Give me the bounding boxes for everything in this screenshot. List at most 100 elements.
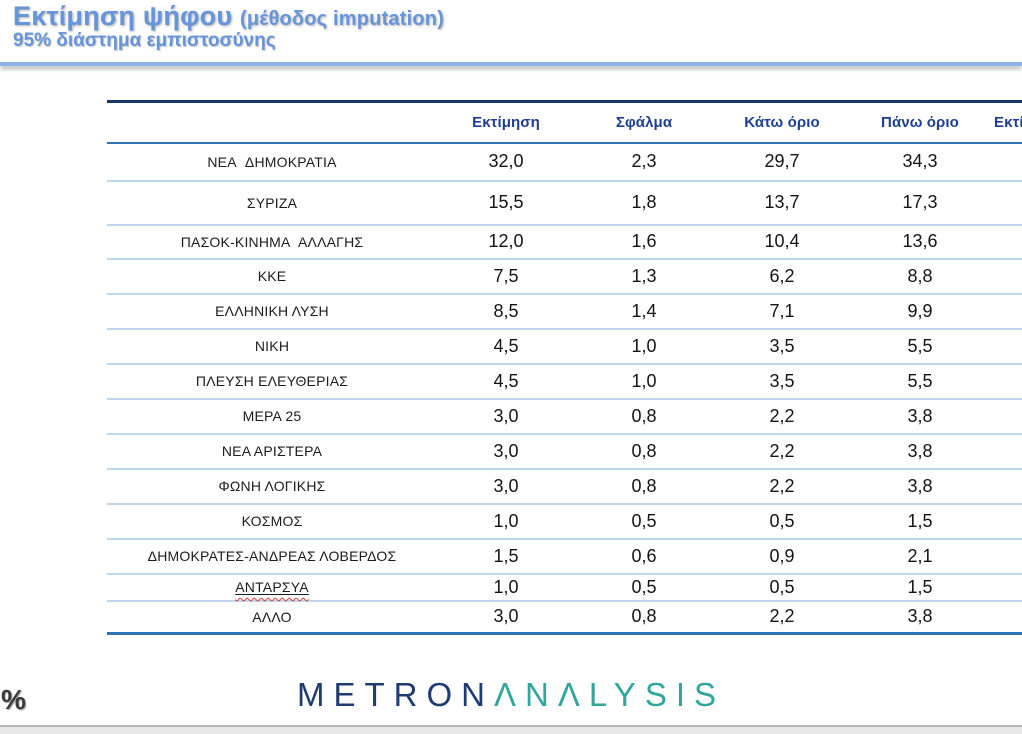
lower-bound-cell: 0,5 bbox=[713, 503, 851, 540]
party-name-cell: ΑΛΛΟ bbox=[107, 600, 437, 635]
upper-bound-cell: 8,8 bbox=[851, 258, 989, 295]
estimate-cell: 3,0 bbox=[437, 398, 575, 435]
estimate-cell: 3,0 bbox=[437, 433, 575, 470]
page-title-method: (μέθοδος imputation) bbox=[239, 8, 445, 30]
lower-bound-cell: 13,7 bbox=[713, 180, 851, 226]
page-title-main: Εκτίμηση ψήφου bbox=[13, 1, 233, 31]
party-name-cell: ΔΗΜΟΚΡΑΤΕΣ-ΑΝΔΡΕΑΣ ΛΟΒΕΡΔΟΣ bbox=[107, 538, 437, 575]
estimate-cell: 7,5 bbox=[437, 258, 575, 295]
table-row: ΠΑΣΟΚ-ΚΙΝΗΜΑ ΑΛΛΑΓΗΣ 12,0 1,6 10,4 13,6 bbox=[107, 224, 1022, 260]
clipped-cell bbox=[989, 573, 1022, 602]
lower-bound-cell: 6,2 bbox=[713, 258, 851, 295]
lower-bound-cell: 3,5 bbox=[713, 363, 851, 400]
table-row: ΚΚΕ 7,5 1,3 6,2 8,8 bbox=[107, 258, 1022, 295]
upper-bound-cell: 13,6 bbox=[851, 224, 989, 260]
error-cell: 0,5 bbox=[575, 503, 713, 540]
party-column-header bbox=[107, 101, 437, 144]
bottom-edge-bar bbox=[0, 725, 1022, 734]
estimate-cell: 12,0 bbox=[437, 224, 575, 260]
lower-bound-cell: 0,5 bbox=[713, 573, 851, 602]
estimate-cell: 3,0 bbox=[437, 468, 575, 505]
table-row: ΠΛΕΥΣΗ ΕΛΕΥΘΕΡΙΑΣ 4,5 1,0 3,5 5,5 bbox=[107, 363, 1022, 400]
party-name-cell: ΜΕΡΑ 25 bbox=[107, 398, 437, 435]
percent-label: % bbox=[1, 684, 26, 715]
estimate-cell: 1,0 bbox=[437, 573, 575, 602]
party-name-cell: ΝΙΚΗ bbox=[107, 328, 437, 365]
estimate-column-header: Εκτίμηση bbox=[437, 101, 575, 144]
estimate-cell: 4,5 bbox=[437, 363, 575, 400]
lower-bound-cell: 29,7 bbox=[713, 142, 851, 182]
lower-bound-cell: 2,2 bbox=[713, 433, 851, 470]
party-name-cell: ΚΚΕ bbox=[107, 258, 437, 295]
table-row: ΚΟΣΜΟΣ 1,0 0,5 0,5 1,5 bbox=[107, 503, 1022, 540]
lower-bound-cell: 2,2 bbox=[713, 468, 851, 505]
error-cell: 1,0 bbox=[575, 363, 713, 400]
page-title: Εκτίμηση ψήφου (μέθοδος imputation) bbox=[13, 2, 444, 30]
logo-metron-text: METRON bbox=[296, 676, 494, 713]
error-column-header: Σφάλμα bbox=[575, 101, 713, 144]
party-name-cell: ΚΟΣΜΟΣ bbox=[107, 503, 437, 540]
upper-bound-cell: 3,8 bbox=[851, 600, 989, 635]
error-cell: 0,8 bbox=[575, 398, 713, 435]
upper-bound-cell: 17,3 bbox=[851, 180, 989, 226]
estimate-cell: 8,5 bbox=[437, 293, 575, 330]
error-cell: 1,8 bbox=[575, 180, 713, 226]
error-cell: 0,8 bbox=[575, 600, 713, 635]
upper-bound-cell: 3,8 bbox=[851, 468, 989, 505]
table-header-row: Εκτίμηση Σφάλμα Κάτω όριο Πάνω όριο Εκτί bbox=[107, 101, 1022, 144]
estimate-cell: 15,5 bbox=[437, 180, 575, 226]
error-cell: 0,8 bbox=[575, 468, 713, 505]
lower-bound-column-header: Κάτω όριο bbox=[713, 101, 851, 144]
party-name-cell: ΝΕΑ ΑΡΙΣΤΕΡΑ bbox=[107, 433, 437, 470]
clipped-cell bbox=[989, 363, 1022, 400]
title-divider bbox=[0, 62, 1022, 66]
party-name-cell: ΝΕΑ ΔΗΜΟΚΡΑΤΙΑ bbox=[107, 142, 437, 182]
estimate-cell: 32,0 bbox=[437, 142, 575, 182]
upper-bound-cell: 34,3 bbox=[851, 142, 989, 182]
table-row: ΝΕΑ ΑΡΙΣΤΕΡΑ 3,0 0,8 2,2 3,8 bbox=[107, 433, 1022, 470]
table-row: ΑΛΛΟ 3,0 0,8 2,2 3,8 bbox=[107, 600, 1022, 635]
clipped-cell bbox=[989, 600, 1022, 635]
upper-bound-cell: 1,5 bbox=[851, 573, 989, 602]
table-row: ΕΛΛΗΝΙΚΗ ΛΥΣΗ 8,5 1,4 7,1 9,9 bbox=[107, 293, 1022, 330]
party-name-cell: ΠΑΣΟΚ-ΚΙΝΗΜΑ ΑΛΛΑΓΗΣ bbox=[107, 224, 437, 260]
upper-bound-cell: 2,1 bbox=[851, 538, 989, 575]
estimates-table: Εκτίμηση Σφάλμα Κάτω όριο Πάνω όριο Εκτί… bbox=[107, 100, 1022, 635]
error-cell: 1,0 bbox=[575, 328, 713, 365]
estimate-cell: 1,5 bbox=[437, 538, 575, 575]
table-row: ΝΕΑ ΔΗΜΟΚΡΑΤΙΑ 32,0 2,3 29,7 34,3 bbox=[107, 142, 1022, 182]
error-cell: 1,4 bbox=[575, 293, 713, 330]
upper-bound-cell: 3,8 bbox=[851, 398, 989, 435]
error-cell: 1,3 bbox=[575, 258, 713, 295]
upper-bound-cell: 9,9 bbox=[851, 293, 989, 330]
table-row: ΝΙΚΗ 4,5 1,0 3,5 5,5 bbox=[107, 328, 1022, 365]
estimate-cell: 3,0 bbox=[437, 600, 575, 635]
error-cell: 1,6 bbox=[575, 224, 713, 260]
party-name-cell: ΣΥΡΙΖΑ bbox=[107, 180, 437, 226]
lower-bound-cell: 2,2 bbox=[713, 600, 851, 635]
table-row: ΔΗΜΟΚΡΑΤΕΣ-ΑΝΔΡΕΑΣ ΛΟΒΕΡΔΟΣ 1,5 0,6 0,9 … bbox=[107, 538, 1022, 575]
lower-bound-cell: 0,9 bbox=[713, 538, 851, 575]
clipped-cell bbox=[989, 293, 1022, 330]
clipped-cell bbox=[989, 398, 1022, 435]
clipped-cell bbox=[989, 503, 1022, 540]
table-row: ΦΩΝΗ ΛΟΓΙΚΗΣ 3,0 0,8 2,2 3,8 bbox=[107, 468, 1022, 505]
clipped-cell bbox=[989, 538, 1022, 575]
clipped-cell bbox=[989, 433, 1022, 470]
lower-bound-cell: 7,1 bbox=[713, 293, 851, 330]
error-cell: 0,6 bbox=[575, 538, 713, 575]
error-cell: 0,8 bbox=[575, 433, 713, 470]
lower-bound-cell: 10,4 bbox=[713, 224, 851, 260]
party-name-cell: ΠΛΕΥΣΗ ΕΛΕΥΘΕΡΙΑΣ bbox=[107, 363, 437, 400]
clipped-cell bbox=[989, 328, 1022, 365]
table-row: ΣΥΡΙΖΑ 15,5 1,8 13,7 17,3 bbox=[107, 180, 1022, 226]
party-name-cell: ΦΩΝΗ ΛΟΓΙΚΗΣ bbox=[107, 468, 437, 505]
clipped-cell bbox=[989, 180, 1022, 226]
table-row: ΜΕΡΑ 25 3,0 0,8 2,2 3,8 bbox=[107, 398, 1022, 435]
upper-bound-column-header: Πάνω όριο bbox=[851, 101, 989, 144]
upper-bound-cell: 1,5 bbox=[851, 503, 989, 540]
header-block: Εκτίμηση ψήφου (μέθοδος imputation) 95% … bbox=[13, 2, 444, 52]
clipped-column-header: Εκτί bbox=[989, 101, 1022, 144]
page-subtitle: 95% διάστημα εμπιστοσύνης bbox=[13, 30, 276, 52]
metron-analysis-logo: METRONΛNΛLYSIS bbox=[0, 676, 1022, 714]
